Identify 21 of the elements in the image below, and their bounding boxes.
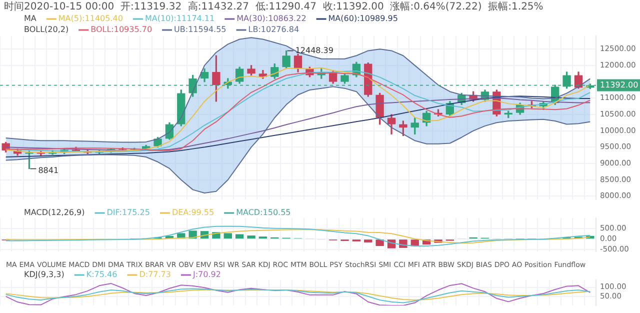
annotation: 12448.39 [295,46,334,55]
legend-label: MA(60):10989.95 [328,14,398,24]
text: BOLL(20,2) [24,25,69,34]
legend-label: MA(30):10863.22 [236,14,306,24]
legend-label: K:75.46 [86,270,118,280]
text: MA [24,14,37,24]
text: 时间2020-10-15 00:00 开:11319.32 高:11432.27 低:11290.47 收:11392.00 涨幅:0.64%(72.22) 振幅:1.25% [4,2,544,13]
text: MACD:150.55 [236,208,291,218]
legend-label: DEA:99.55 [172,208,214,218]
legend-label: BOLL:10935.70 [90,25,152,34]
legend-label: J:70.92 [192,270,221,280]
legend-label: UB:11594.55 [174,25,226,34]
annotation: 8841 [38,166,59,175]
legend-label: D:77.73 [139,270,171,280]
legend-label: MA(10):11174.11 [144,14,215,24]
chart-title: KDJ(9,3,3) [24,270,64,280]
legend-label: DIF:175.25 [106,208,150,218]
chart-title: MACD(12,26,9) [24,208,85,218]
legend-label: LB:10276.84 [248,25,300,34]
legend-label: MA(5):11405.40 [58,14,123,24]
ref-line-label: 11392.00 [600,80,638,90]
